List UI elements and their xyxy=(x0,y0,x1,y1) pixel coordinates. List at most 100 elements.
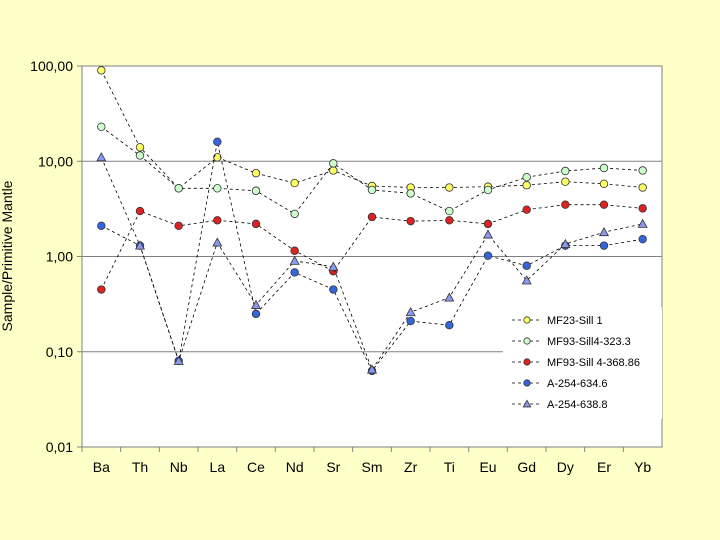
data-point xyxy=(250,299,262,309)
series-2 xyxy=(97,122,647,219)
data-point xyxy=(366,364,378,374)
data-point xyxy=(97,285,106,294)
data-point xyxy=(367,185,377,195)
data-point xyxy=(637,218,648,228)
legend-marker xyxy=(523,358,531,366)
data-point xyxy=(406,216,415,226)
legend-entry: MF23-Sill 1 xyxy=(547,315,603,327)
legend-entry: A-254-634.6 xyxy=(547,378,608,390)
data-point xyxy=(406,189,415,198)
data-point xyxy=(445,216,454,225)
data-point xyxy=(561,200,570,209)
data-point xyxy=(212,237,223,247)
series-5 xyxy=(96,152,648,374)
data-point xyxy=(367,212,377,222)
series-layer xyxy=(96,66,648,376)
data-point xyxy=(599,163,609,173)
data-point xyxy=(638,166,647,175)
data-point xyxy=(444,292,455,302)
data-point xyxy=(483,219,493,229)
series-line xyxy=(100,157,643,371)
data-point xyxy=(290,268,299,277)
data-point xyxy=(599,200,609,209)
legend-marker xyxy=(523,337,531,345)
data-point xyxy=(135,151,145,160)
data-point xyxy=(134,240,146,250)
legend-entry: A-254-638.8 xyxy=(547,399,608,411)
data-point xyxy=(135,206,145,216)
y-tick-label: 0,10 xyxy=(46,344,73,360)
data-point xyxy=(522,205,531,214)
data-point xyxy=(522,173,531,182)
data-point xyxy=(97,66,106,75)
x-tick-label: Th xyxy=(132,459,148,475)
data-point xyxy=(174,221,183,231)
data-point xyxy=(96,152,107,162)
data-point xyxy=(173,355,184,365)
data-point xyxy=(405,307,416,317)
x-tick-label: Eu xyxy=(479,459,496,475)
x-tick-label: Sr xyxy=(326,459,340,475)
y-axis-label: Sample/Primitive Mantle xyxy=(0,180,15,331)
data-point xyxy=(598,226,610,237)
legend-entry: MF93-Sill4-323.3 xyxy=(547,336,631,348)
data-point xyxy=(251,219,261,229)
data-point xyxy=(290,209,299,219)
x-tick-label: Dy xyxy=(557,459,574,475)
data-point xyxy=(213,184,222,193)
data-point xyxy=(638,183,647,192)
data-point xyxy=(522,261,531,270)
data-point xyxy=(329,285,338,294)
series-line xyxy=(100,204,643,290)
data-point xyxy=(97,221,106,231)
data-point xyxy=(290,246,299,255)
data-point xyxy=(289,255,300,265)
data-point xyxy=(329,159,338,168)
data-point xyxy=(483,185,493,195)
y-tick-label: 0,01 xyxy=(46,439,73,455)
y-tick-label: 1,00 xyxy=(46,249,73,265)
x-tick-label: Nb xyxy=(170,459,188,475)
data-point xyxy=(213,137,222,147)
data-point xyxy=(522,181,531,190)
data-point xyxy=(135,143,145,152)
x-axis: Ba Th Nb La Ce Nd Sr Sm Zr Ti Eu Gd Dy Er Yb xyxy=(81,447,651,475)
data-point xyxy=(599,179,609,188)
data-point xyxy=(638,204,647,213)
data-point xyxy=(406,316,415,326)
data-point xyxy=(638,234,647,244)
data-point xyxy=(174,184,183,193)
data-point xyxy=(445,183,454,192)
data-point xyxy=(483,251,493,260)
data-point xyxy=(482,229,494,239)
data-point xyxy=(561,177,570,186)
x-tick-label: Ba xyxy=(93,459,110,475)
legend-marker xyxy=(522,399,532,408)
data-point xyxy=(445,320,454,330)
data-point xyxy=(329,166,338,175)
data-point xyxy=(328,261,339,271)
data-point xyxy=(521,275,532,285)
y-tick-label: 100,00 xyxy=(30,58,73,74)
x-tick-label: Ce xyxy=(247,459,265,475)
x-tick-label: La xyxy=(210,459,226,475)
x-tick-label: Nd xyxy=(286,459,304,475)
data-point xyxy=(599,241,609,250)
x-tick-label: Ti xyxy=(444,459,455,475)
data-point xyxy=(290,178,299,188)
data-point xyxy=(251,168,261,178)
data-point xyxy=(251,186,261,195)
data-point xyxy=(251,309,261,319)
data-point xyxy=(97,122,106,131)
x-tick-label: Yb xyxy=(634,459,651,475)
x-tick-label: Sm xyxy=(362,459,383,475)
data-point xyxy=(561,166,570,176)
data-point xyxy=(560,238,571,248)
legend-marker xyxy=(523,379,531,387)
x-tick-label: Er xyxy=(597,459,611,475)
x-tick-label: Zr xyxy=(404,459,418,475)
legend-marker xyxy=(523,316,531,324)
x-tick-label: Gd xyxy=(517,459,536,475)
legend-entry: MF93-Sill 4-368.86 xyxy=(547,357,640,369)
